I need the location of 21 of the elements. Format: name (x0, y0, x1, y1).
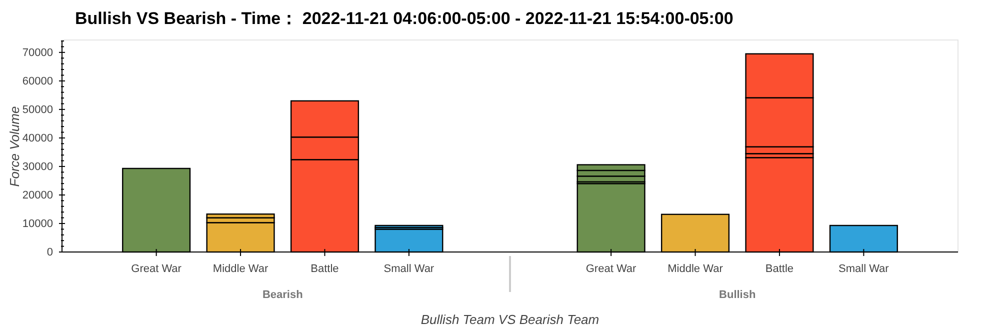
x-tick-label: Great War (586, 263, 637, 275)
y-tick-label: 60000 (22, 75, 53, 88)
x-tick-label: Small War (838, 263, 890, 275)
x-axis-title: Bullish Team VS Bearish Team (420, 312, 600, 327)
y-axis-title: Force Volume (7, 106, 22, 187)
x-tick-label: Great War (131, 263, 182, 275)
y-tick-label: 10000 (22, 218, 53, 230)
x-tick-label: Middle War (212, 263, 268, 275)
y-tick-label: 40000 (22, 132, 53, 144)
y-tick-label: 70000 (22, 46, 53, 59)
y-tick-label: 20000 (22, 189, 53, 202)
x-tick-label: Middle War (668, 263, 724, 275)
text: Bearish (262, 289, 304, 301)
x-tick-label: Battle (310, 263, 339, 275)
chart-title: Bullish VS Bearish - Time： 2022-11-21 04:06:00-05:00 - 2022-11-21 15:54:00-05:00 (75, 9, 734, 28)
x-tick-label: Small War (384, 263, 434, 275)
y-tick-label: 50000 (22, 104, 53, 116)
x-tick-label: Battle (765, 263, 794, 275)
text: Bullish (719, 289, 756, 301)
y-tick-label: 30000 (22, 160, 53, 173)
y-tick-label: 0 (46, 246, 53, 259)
